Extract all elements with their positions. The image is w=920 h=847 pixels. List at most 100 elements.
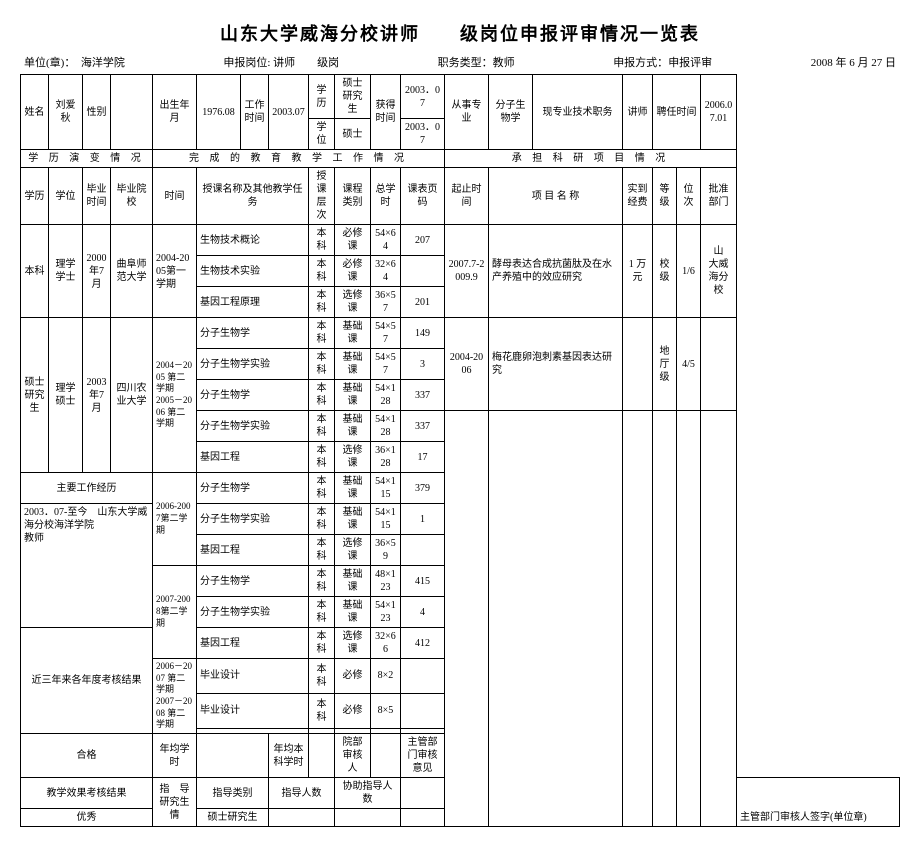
h11: 48×123 [371, 566, 401, 597]
t7: 选修课 [335, 442, 371, 473]
lv1: 本科 [309, 256, 335, 287]
h10: 36×59 [371, 535, 401, 566]
h15: 8×5 [371, 693, 401, 728]
c14: 毕业设计 [197, 659, 309, 694]
h0: 54×64 [371, 225, 401, 256]
birth-value: 1976.08 [197, 75, 241, 150]
h7: 36×128 [371, 442, 401, 473]
gnum-label: 指导人数 [269, 778, 335, 809]
mgr-audit-label: 主管部门审核意见 [401, 734, 445, 778]
main-table: 姓名 刘爱秋 性别 出生年月 1976.08 工作时间 2003.07 学历 硕… [20, 74, 900, 827]
t14: 必修 [335, 659, 371, 694]
h-edu: 学历 [21, 168, 49, 225]
prof-label: 现专业技术职务 [533, 75, 623, 150]
p5: 337 [401, 380, 445, 411]
h-grade: 等级 [653, 168, 677, 225]
obtain-label: 获得时间 [371, 75, 401, 150]
h-proj: 项 目 名 称 [489, 168, 623, 225]
gs1: 曲阜师范大学 [111, 225, 153, 318]
t3: 基础课 [335, 318, 371, 349]
lv10: 本科 [309, 535, 335, 566]
deg2: 理学硕士 [49, 318, 83, 473]
effect-value: 优秀 [21, 809, 153, 827]
proj-empty-r [445, 411, 489, 827]
p1 [401, 256, 445, 287]
major-label: 从事专业 [445, 75, 489, 150]
h-gtime: 毕业时间 [83, 168, 111, 225]
sex-label: 性别 [83, 75, 111, 150]
p2: 201 [401, 287, 445, 318]
proj-empty-g [653, 411, 677, 827]
pr1k: 4/5 [677, 318, 701, 411]
data-row: 本科 理学学士 2000年7月 曲阜师范大学 2004-2005第一学期 生物技… [21, 225, 900, 256]
gtype-label: 指导类别 [197, 778, 269, 809]
pr0k: 1/6 [677, 225, 701, 318]
c9: 分子生物学实验 [197, 504, 309, 535]
c1: 生物技术实验 [197, 256, 309, 287]
t13: 选修课 [335, 628, 371, 659]
pr0n: 酵母表达合成抗菌肽及在水产养殖中的效应研究 [489, 225, 623, 318]
c11: 分子生物学 [197, 566, 309, 597]
obtain-value-1: 2003．07 [401, 75, 445, 119]
c13: 基因工程 [197, 628, 309, 659]
guide-label: 指 导研究生情 [153, 778, 197, 827]
proj-empty-d [701, 411, 737, 827]
p10 [401, 535, 445, 566]
lv12: 本科 [309, 597, 335, 628]
work-hist-label: 主要工作经历 [21, 473, 153, 504]
avg-label: 年均学时 [153, 734, 197, 778]
h4: 54×57 [371, 349, 401, 380]
section-teach: 完 成 的 教 育 教 学 工 作 情 况 [153, 150, 445, 168]
effect-label: 教学效果考核结果 [21, 778, 153, 809]
t2: 选修课 [335, 287, 371, 318]
p11: 415 [401, 566, 445, 597]
deg1: 理学学士 [49, 225, 83, 318]
degree-label: 学位 [309, 119, 335, 150]
pr1g: 地 厅级 [653, 318, 677, 411]
section-proj: 承 担 科 研 项 目 情 况 [445, 150, 737, 168]
appt-value: 2006.07.01 [701, 75, 737, 150]
t4: 基础课 [335, 349, 371, 380]
date-value: 2008 年 6 月 27 日 [811, 54, 896, 70]
gs2: 四川农业大学 [111, 318, 153, 473]
p9: 1 [401, 504, 445, 535]
lv0: 本科 [309, 225, 335, 256]
assess-label: 近三年来各年度考核结果 [21, 628, 153, 734]
lv9: 本科 [309, 504, 335, 535]
proj-empty-n [489, 411, 623, 827]
coguide-value [401, 778, 445, 809]
pr1d [701, 318, 737, 411]
p7: 17 [401, 442, 445, 473]
h-time: 时间 [153, 168, 197, 225]
obtain-value-2: 2003．07 [401, 119, 445, 150]
t0: 必修课 [335, 225, 371, 256]
work-hist-value: 2003．07-至今 山东大学威海分校海洋学院 教师 [21, 504, 153, 628]
work-label: 工作时间 [241, 75, 269, 150]
pr0f: 1 万元 [623, 225, 653, 318]
h-course: 授课名称及其他教学任务 [197, 168, 309, 225]
h-page: 课表页码 [401, 168, 445, 225]
p8: 379 [401, 473, 445, 504]
gt1: 2000年7月 [83, 225, 111, 318]
sex-value [111, 75, 153, 150]
gt2: 2003年7月 [83, 318, 111, 473]
h-level: 授课层次 [309, 168, 335, 225]
method-value: 申报评审 [668, 57, 712, 69]
c15: 毕业设计 [197, 693, 309, 728]
h5: 54×128 [371, 380, 401, 411]
edu-value: 硕士研究生 [335, 75, 371, 119]
degree-value: 硕士 [335, 119, 371, 150]
h-rank: 位次 [677, 168, 701, 225]
pr0r: 2007.7-2009.9 [445, 225, 489, 318]
term5: 2006－2007 第二学期 2007－2008 第二学期 [153, 659, 197, 734]
h13: 32×66 [371, 628, 401, 659]
p0: 207 [401, 225, 445, 256]
t6: 基础课 [335, 411, 371, 442]
c3: 分子生物学 [197, 318, 309, 349]
work-value: 2003.07 [269, 75, 309, 150]
p4: 3 [401, 349, 445, 380]
gtype-value: 硕士研究生 [197, 809, 269, 827]
h14: 8×2 [371, 659, 401, 694]
avgbk-label: 年均本科学时 [269, 734, 309, 778]
h-range: 起止时间 [445, 168, 489, 225]
